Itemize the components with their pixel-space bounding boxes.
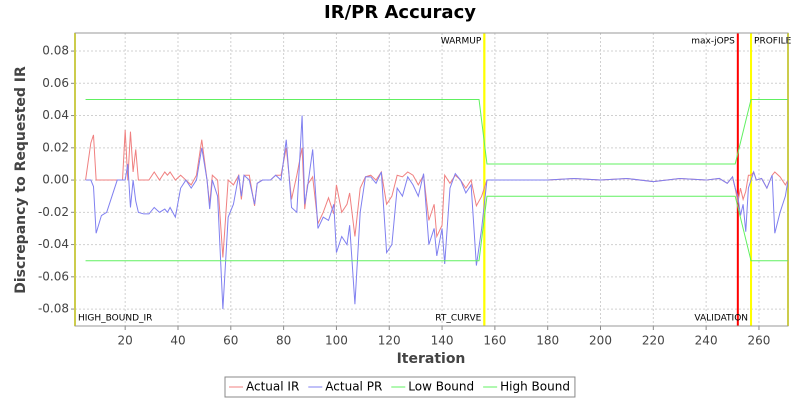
marker-label: PROFILE	[754, 37, 792, 47]
x-tick-label: 200	[589, 334, 612, 348]
y-tick-label: 0.06	[42, 76, 69, 90]
marker-label: VALIDATION	[694, 314, 748, 324]
series-line	[85, 195, 788, 262]
chart-title: IR/PR Accuracy	[324, 2, 476, 23]
y-tick-label: 0.00	[42, 173, 69, 187]
x-tick-label: 80	[276, 334, 291, 348]
legend-label: Low Bound	[408, 380, 474, 394]
marker-label: HIGH_BOUND_IR	[78, 314, 152, 324]
legend-label: High Bound	[500, 380, 570, 394]
x-tick-label: 60	[223, 334, 238, 348]
y-tick-label: 0.04	[42, 108, 69, 122]
y-tick-label: 0.08	[42, 44, 69, 58]
x-tick-label: 220	[642, 334, 665, 348]
y-tick-label: -0.08	[38, 302, 69, 316]
legend-label: Actual IR	[246, 380, 299, 394]
y-tick-label: -0.06	[38, 269, 69, 283]
x-tick-label: 160	[483, 334, 506, 348]
x-tick-label: 240	[695, 334, 718, 348]
x-tick-label: 120	[378, 334, 401, 348]
x-tick-label: 140	[431, 334, 454, 348]
legend-label: Actual PR	[325, 380, 382, 394]
y-tick-label: -0.04	[38, 237, 69, 251]
plot-area	[75, 33, 788, 326]
x-tick-label: 100	[325, 334, 348, 348]
x-tick-label: 40	[170, 334, 185, 348]
series-line	[85, 115, 789, 310]
y-tick-label: -0.02	[38, 205, 69, 219]
x-axis-label: Iteration	[397, 351, 466, 367]
x-tick-label: 260	[747, 334, 770, 348]
y-axis-label: Discrepancy to Requested IR	[13, 66, 29, 294]
marker-label: RT_CURVE	[435, 314, 481, 324]
marker-label: max-jOPS	[691, 37, 735, 47]
legend: Actual IR Actual PR Low Bound High Bound	[224, 376, 576, 398]
series-line	[85, 98, 788, 165]
y-tick-label: 0.02	[42, 140, 69, 154]
x-tick-label: 20	[118, 334, 133, 348]
x-tick-label: 180	[536, 334, 559, 348]
marker-label: WARMUP	[441, 37, 482, 47]
plot-border	[74, 32, 789, 327]
